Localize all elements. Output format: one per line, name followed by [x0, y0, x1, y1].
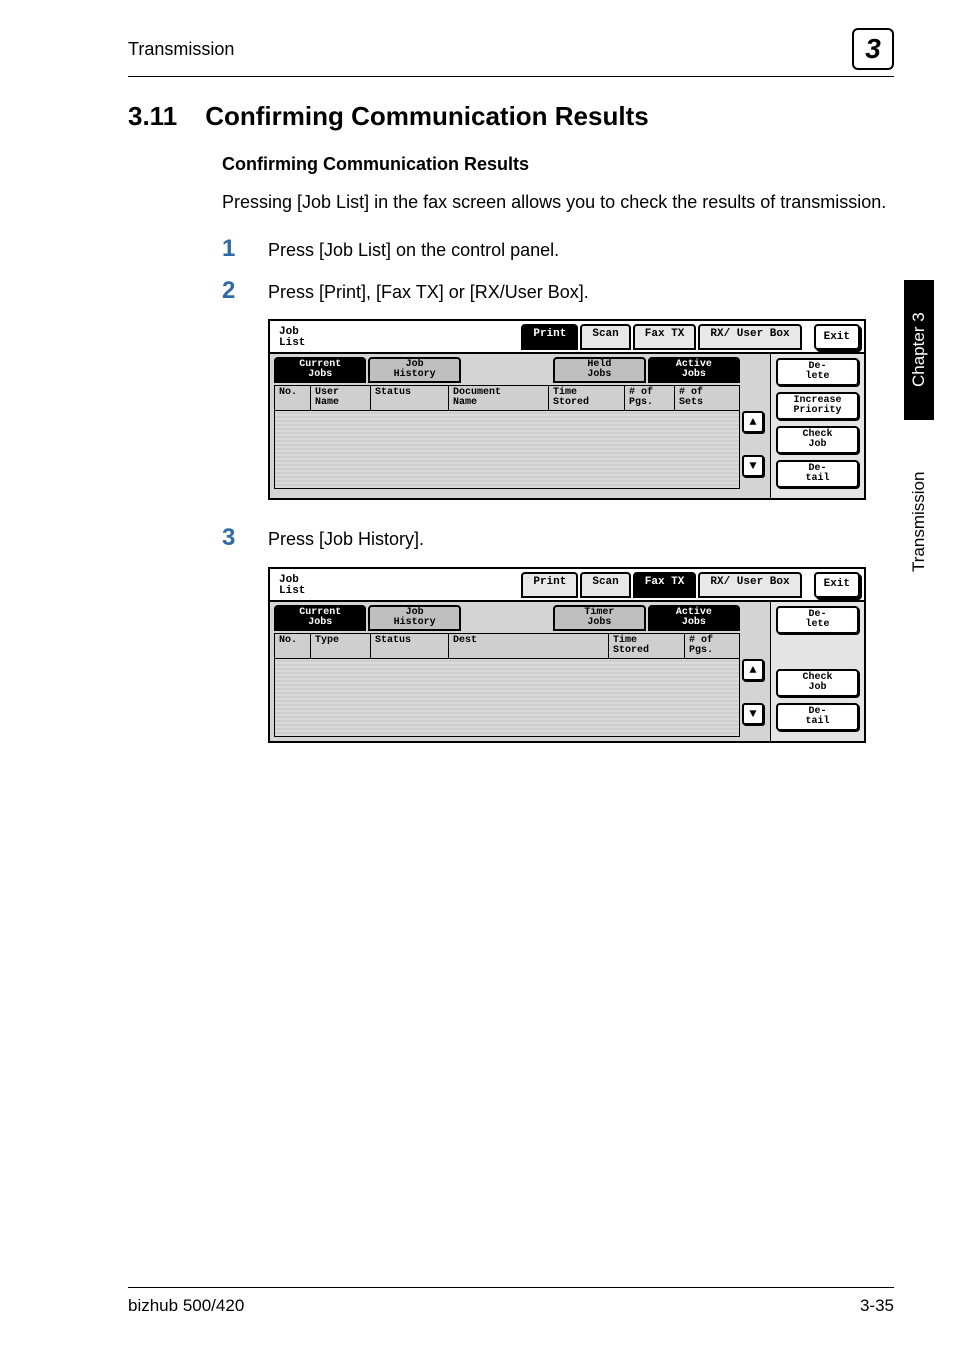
tab-print[interactable]: Print: [521, 324, 578, 350]
side-tab-section: Transmission: [904, 432, 934, 612]
job-list-grid: [274, 659, 740, 737]
tab-scan[interactable]: Scan: [580, 324, 630, 350]
subtab-active-jobs[interactable]: Active Jobs: [648, 357, 740, 383]
exit-button[interactable]: Exit: [814, 324, 860, 350]
subtab-current-jobs[interactable]: Current Jobs: [274, 605, 366, 631]
subtab-job-history[interactable]: Job History: [368, 605, 460, 631]
check-job-button[interactable]: Check Job: [776, 669, 859, 697]
header-section: Transmission: [128, 39, 234, 60]
chapter-number: 3: [865, 33, 881, 65]
col-time: Time Stored: [549, 386, 625, 410]
scroll-up-button[interactable]: ▲: [742, 411, 764, 433]
step-1: 1 Press [Job List] on the control panel.: [222, 235, 894, 263]
subheading: Confirming Communication Results: [222, 154, 894, 175]
footer-page: 3-35: [860, 1296, 894, 1316]
job-list-label: Job List: [274, 572, 310, 598]
subtab-job-history[interactable]: Job History: [368, 357, 460, 383]
exit-button[interactable]: Exit: [814, 572, 860, 598]
intro-paragraph: Pressing [Job List] in the fax screen al…: [222, 189, 894, 215]
tab-print[interactable]: Print: [521, 572, 578, 598]
col-no: No.: [275, 386, 311, 410]
section-heading: Confirming Communication Results: [205, 101, 648, 131]
chapter-number-box: 3: [852, 28, 894, 70]
subtab-held-jobs[interactable]: Held Jobs: [553, 357, 645, 383]
col-type: Type: [311, 634, 371, 658]
increase-priority-button[interactable]: Increase Priority: [776, 392, 859, 420]
step-3: 3 Press [Job History].: [222, 524, 894, 552]
tab-rx-user-box[interactable]: RX/ User Box: [698, 572, 801, 598]
col-status: Status: [371, 386, 449, 410]
col-sets: # of Sets: [675, 386, 725, 410]
footer-model: bizhub 500/420: [128, 1296, 244, 1316]
col-pgs: # of Pgs.: [685, 634, 735, 658]
step-number: 3: [222, 524, 268, 552]
lcd-screenshot-1: Job List Print Scan Fax TX RX/ User Box …: [268, 319, 866, 500]
col-document: Document Name: [449, 386, 549, 410]
step-number: 2: [222, 277, 268, 305]
job-list-grid: [274, 411, 740, 489]
subtab-timer-jobs[interactable]: Timer Jobs: [553, 605, 645, 631]
col-pgs: # of Pgs.: [625, 386, 675, 410]
tab-fax-tx[interactable]: Fax TX: [633, 572, 697, 598]
check-job-button[interactable]: Check Job: [776, 426, 859, 454]
col-user: User Name: [311, 386, 371, 410]
col-no: No.: [275, 634, 311, 658]
step-number: 1: [222, 235, 268, 263]
delete-button[interactable]: De- lete: [776, 606, 859, 634]
column-headers: No. User Name Status Document Name Time …: [274, 385, 740, 411]
step-text: Press [Job History].: [268, 527, 424, 552]
step-text: Press [Print], [Fax TX] or [RX/User Box]…: [268, 280, 589, 305]
col-time: Time Stored: [609, 634, 685, 658]
job-list-label: Job List: [274, 324, 310, 350]
scroll-down-button[interactable]: ▼: [742, 455, 764, 477]
tab-scan[interactable]: Scan: [580, 572, 630, 598]
delete-button[interactable]: De- lete: [776, 358, 859, 386]
side-tab-chapter: Chapter 3: [904, 280, 934, 420]
tab-fax-tx[interactable]: Fax TX: [633, 324, 697, 350]
section-title: 3.11 Confirming Communication Results: [128, 101, 894, 132]
scroll-down-button[interactable]: ▼: [742, 703, 764, 725]
tab-rx-user-box[interactable]: RX/ User Box: [698, 324, 801, 350]
col-dest: Dest: [449, 634, 609, 658]
lcd-screenshot-2: Job List Print Scan Fax TX RX/ User Box …: [268, 567, 866, 743]
column-headers: No. Type Status Dest Time Stored # of Pg…: [274, 633, 740, 659]
col-status: Status: [371, 634, 449, 658]
subtab-current-jobs[interactable]: Current Jobs: [274, 357, 366, 383]
section-number: 3.11: [128, 101, 198, 132]
step-2: 2 Press [Print], [Fax TX] or [RX/User Bo…: [222, 277, 894, 305]
scroll-up-button[interactable]: ▲: [742, 659, 764, 681]
subtab-active-jobs[interactable]: Active Jobs: [648, 605, 740, 631]
detail-button[interactable]: De- tail: [776, 703, 859, 731]
step-text: Press [Job List] on the control panel.: [268, 238, 559, 263]
detail-button[interactable]: De- tail: [776, 460, 859, 488]
